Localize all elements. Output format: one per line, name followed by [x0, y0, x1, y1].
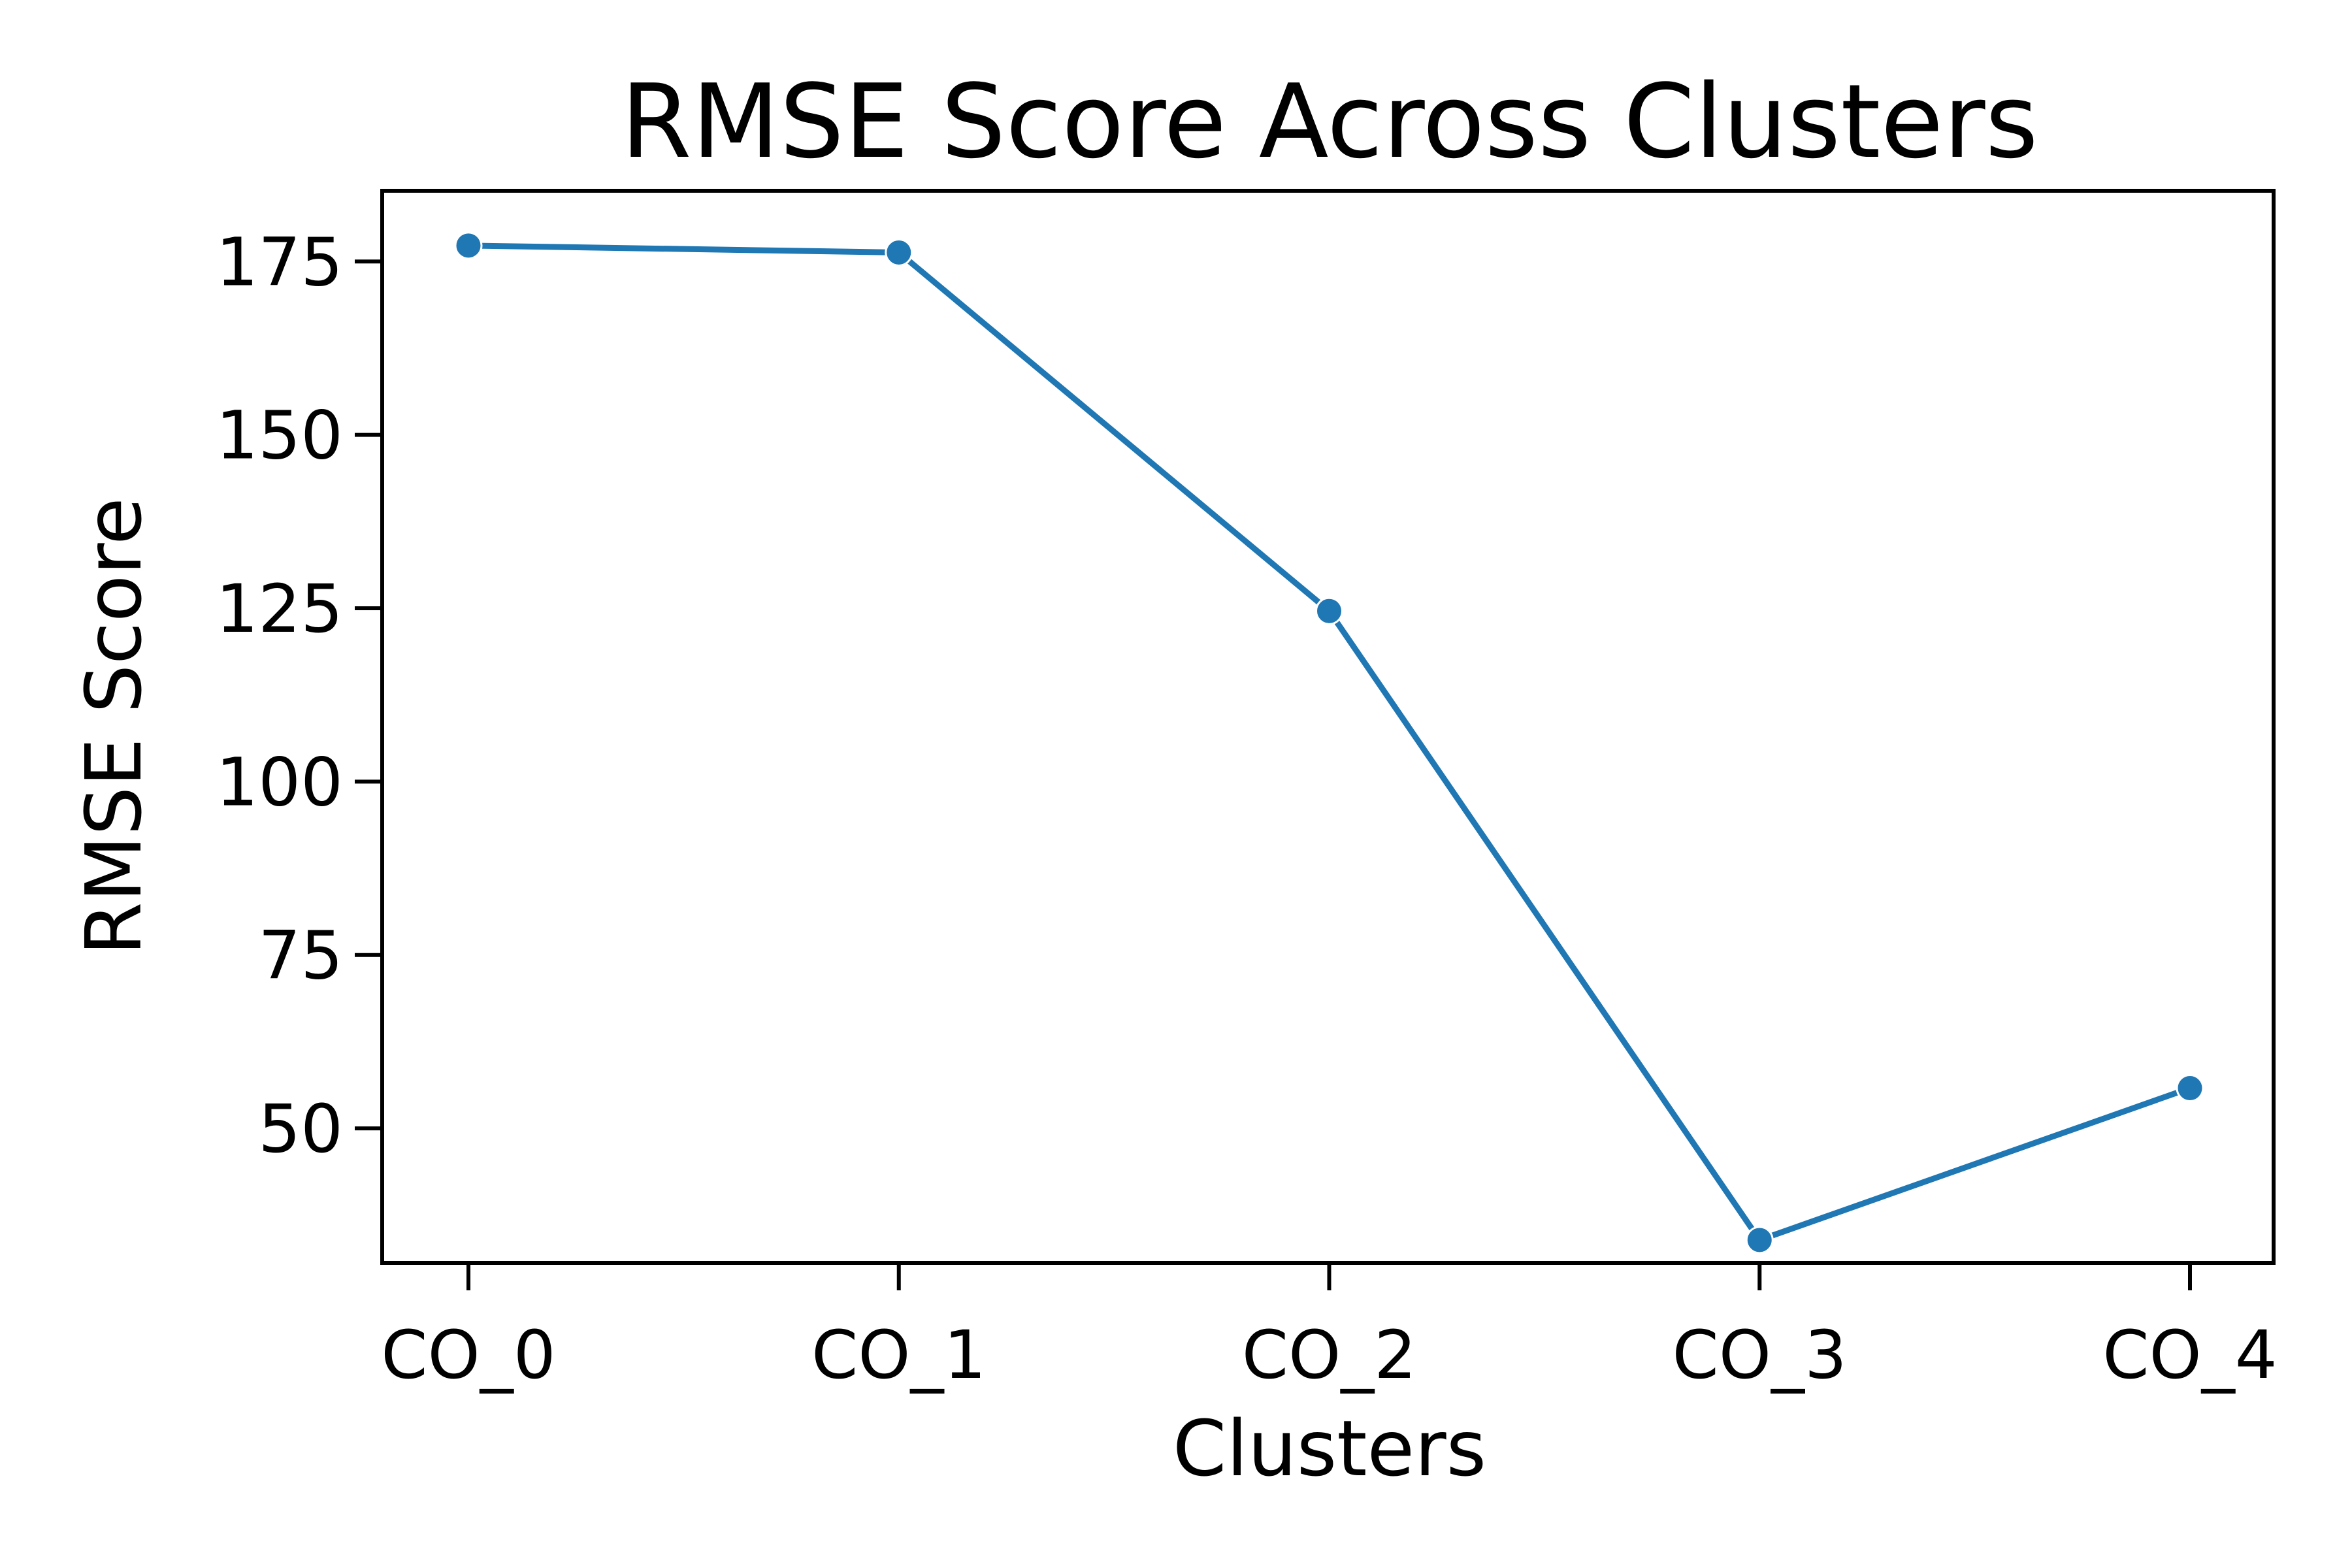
x-axis-label: Clusters [1173, 1403, 1486, 1494]
data-point-co-4 [2176, 1074, 2204, 1103]
y-axis: 50 75 100 125 150 175 [216, 223, 382, 1168]
plot-frame [380, 189, 2276, 1265]
series-layer [454, 231, 2204, 1254]
data-point-co-1 [885, 238, 913, 267]
y-tick-label: 75 [258, 917, 343, 995]
y-tick-label: 175 [216, 223, 343, 301]
x-axis: CO_0 CO_1 CO_2 CO_3 CO_4 [381, 1263, 2278, 1394]
y-axis-label: RMSE Score [69, 497, 159, 955]
data-point-co-0 [454, 231, 483, 260]
x-tick-label: CO_4 [2102, 1316, 2277, 1394]
data-point-co-3 [1745, 1226, 1774, 1254]
y-tick-label: 50 [258, 1090, 343, 1168]
y-tick-label: 150 [216, 397, 343, 475]
chart-title: RMSE Score Across Clusters [621, 62, 2038, 181]
x-tick-label: CO_3 [1673, 1316, 1847, 1394]
data-point-co-2 [1315, 596, 1343, 625]
y-tick-label: 100 [216, 743, 343, 821]
series-line [465, 242, 2193, 1243]
y-tick-label: 125 [216, 570, 343, 648]
x-tick-label: CO_2 [1242, 1316, 1416, 1394]
x-tick-label: CO_1 [811, 1316, 986, 1394]
x-tick-label: CO_0 [381, 1316, 555, 1394]
